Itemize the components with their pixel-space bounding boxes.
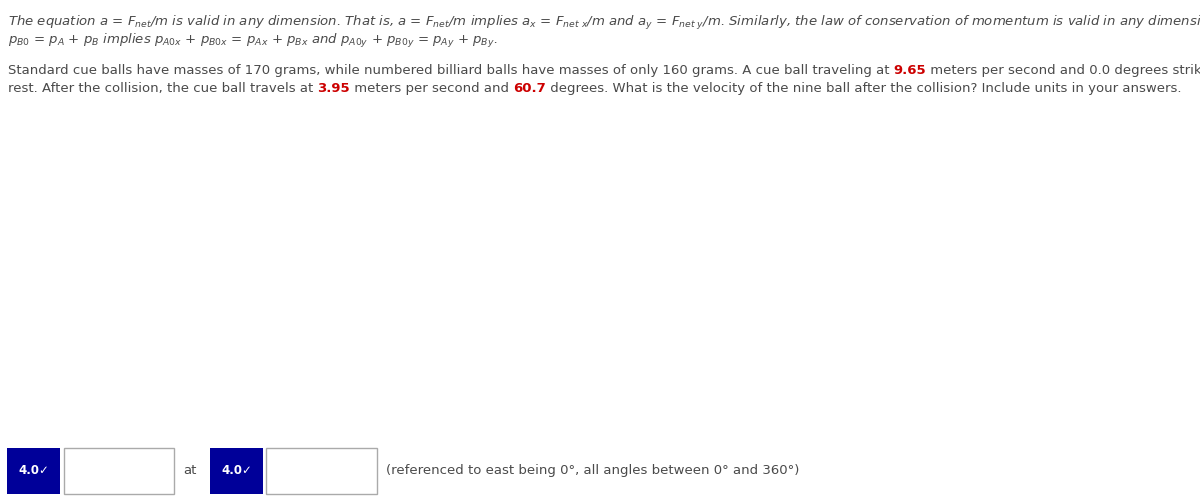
Text: The equation $a$ = $F_{net}$/$m$ is valid in any dimension. That is, $a$ = $F_{n: The equation $a$ = $F_{net}$/$m$ is vali… [8,14,1200,32]
Text: at: at [184,464,197,477]
FancyBboxPatch shape [210,448,263,494]
Text: $p_{B0}$ = $p_A$ + $p_B$ implies $p_{A0x}$ + $p_{B0x}$ = $p_{Ax}$ + $p_{Bx}$ and: $p_{B0}$ = $p_A$ + $p_B$ implies $p_{A0x… [8,32,498,50]
Text: rest. After the collision, the cue ball travels at: rest. After the collision, the cue ball … [8,82,318,95]
Text: meters per second and 0.0 degrees strikes the nine ball at: meters per second and 0.0 degrees strike… [926,64,1200,77]
Text: (referenced to east being 0°, all angles between 0° and 360°): (referenced to east being 0°, all angles… [386,464,799,477]
Text: 60.7: 60.7 [514,82,546,95]
Text: 9.65: 9.65 [894,64,926,77]
FancyBboxPatch shape [64,448,174,494]
Text: meters per second and: meters per second and [350,82,514,95]
Text: 3.95: 3.95 [318,82,350,95]
FancyBboxPatch shape [7,448,60,494]
Text: 4.0✓: 4.0✓ [18,464,49,477]
Text: degrees. What is the velocity of the nine ball after the collision? Include unit: degrees. What is the velocity of the nin… [546,82,1182,95]
Text: Standard cue balls have masses of 170 grams, while numbered billiard balls have : Standard cue balls have masses of 170 gr… [8,64,894,77]
Text: 4.0✓: 4.0✓ [221,464,252,477]
FancyBboxPatch shape [266,448,377,494]
